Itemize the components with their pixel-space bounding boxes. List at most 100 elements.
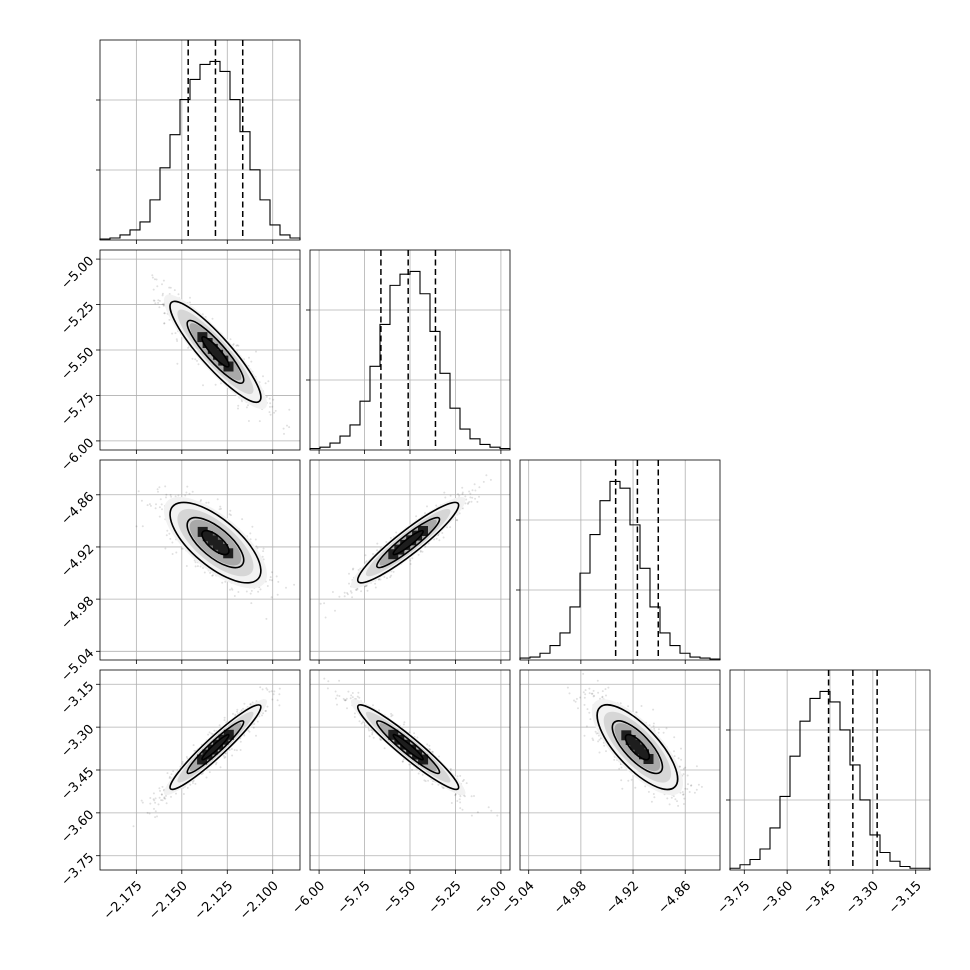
sample-point: [235, 344, 238, 347]
scatter-panel-2-1: [309, 459, 511, 664]
sample-point: [155, 503, 157, 506]
sample-point: [199, 565, 202, 568]
sample-point: [591, 737, 594, 740]
sample-point: [461, 493, 464, 495]
sample-point: [219, 505, 222, 508]
sample-point: [620, 779, 623, 782]
sample-point: [584, 693, 587, 696]
sample-point: [342, 697, 345, 700]
sample-point: [180, 547, 183, 550]
x-tick-label: −4.86: [655, 878, 694, 917]
sample-point: [251, 701, 254, 704]
sample-point: [274, 409, 277, 412]
scatter-panel-3-2: [519, 669, 721, 874]
sample-point: [170, 795, 172, 798]
histogram-step: [519, 480, 721, 660]
sample-point: [577, 707, 579, 710]
sample-point: [423, 779, 426, 782]
sample-point: [390, 712, 393, 715]
sample-point: [438, 539, 441, 542]
panel-frame: [99, 459, 301, 661]
sample-point: [627, 779, 630, 782]
sample-point: [197, 363, 200, 366]
sample-point: [456, 800, 459, 802]
sample-point: [681, 791, 684, 793]
sample-point: [690, 784, 692, 787]
sample-point: [679, 791, 682, 794]
sample-point: [223, 719, 226, 722]
sample-point: [360, 722, 363, 725]
sample-point: [202, 567, 204, 569]
sample-point: [351, 568, 354, 571]
sample-point: [356, 588, 359, 590]
sample-point: [336, 694, 339, 697]
sample-point: [673, 750, 675, 753]
sample-point: [191, 782, 194, 784]
sample-point: [461, 780, 464, 783]
sample-point: [367, 727, 370, 730]
sample-point: [245, 406, 248, 409]
sample-point: [428, 744, 431, 747]
sample-point: [679, 765, 681, 768]
sample-point: [236, 710, 239, 713]
density-cell: [202, 531, 213, 542]
panel-frame: [519, 669, 721, 871]
sample-point: [267, 380, 270, 383]
sample-point: [409, 559, 412, 562]
sample-point: [433, 538, 436, 541]
sample-point: [269, 576, 272, 579]
sample-point: [673, 755, 676, 758]
sample-point: [175, 551, 178, 554]
sample-point: [247, 404, 249, 407]
sample-point: [164, 797, 167, 800]
sample-point: [270, 690, 273, 693]
sample-point: [272, 693, 275, 696]
sample-point: [218, 724, 221, 727]
sample-point: [168, 286, 171, 289]
sample-point: [162, 304, 165, 307]
sample-point: [368, 729, 371, 732]
sample-point: [401, 760, 404, 763]
sample-point: [652, 708, 655, 711]
sample-point: [597, 740, 600, 743]
sample-point: [408, 763, 411, 766]
sample-point: [431, 750, 434, 753]
y-tick-label: −3.75: [59, 850, 98, 889]
sample-point: [220, 507, 222, 510]
sample-point: [224, 756, 227, 758]
sample-point: [186, 485, 189, 488]
sample-point: [223, 756, 226, 759]
sample-point: [158, 506, 161, 509]
sample-point: [461, 491, 464, 494]
sample-point: [182, 793, 185, 795]
sample-point: [584, 689, 587, 692]
density-cell: [218, 544, 229, 554]
sample-point: [189, 296, 191, 299]
sample-point: [470, 795, 473, 798]
sample-point: [262, 547, 265, 550]
sample-point: [496, 814, 499, 817]
sample-point: [154, 801, 157, 804]
sample-point: [256, 720, 259, 723]
sample-point: [161, 799, 164, 802]
sample-point: [241, 400, 243, 403]
sample-point: [285, 586, 287, 589]
sample-point: [269, 405, 271, 408]
sample-point: [458, 494, 461, 497]
sample-point: [599, 697, 601, 700]
sample-point: [205, 501, 208, 504]
y-tick-label: −6.00: [59, 436, 98, 475]
sample-point: [421, 550, 424, 553]
sample-point: [255, 734, 257, 737]
sample-point: [470, 500, 473, 503]
sample-point: [489, 478, 492, 481]
contour-line-1: [186, 319, 245, 384]
sample-point: [170, 495, 173, 498]
sample-point: [275, 575, 278, 578]
sample-point: [256, 547, 259, 550]
sample-point: [415, 515, 418, 518]
sample-point: [652, 722, 655, 725]
sample-point: [450, 802, 453, 804]
sample-point: [682, 773, 685, 776]
sample-point: [431, 783, 434, 786]
